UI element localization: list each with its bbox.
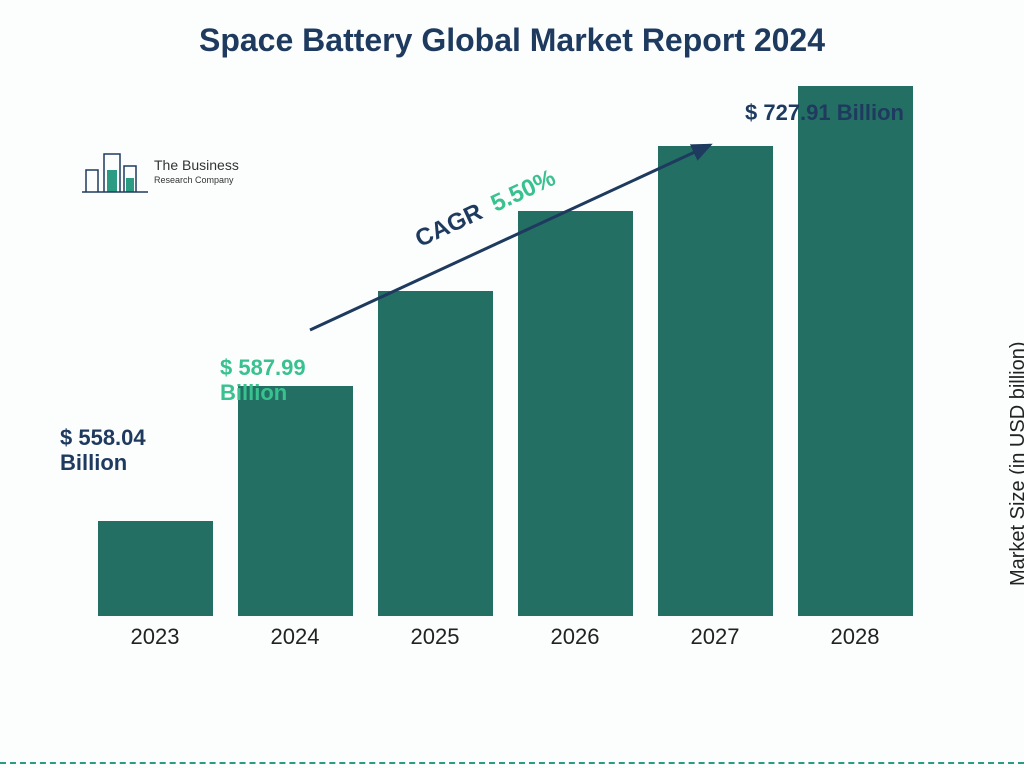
x-label-2028: 2028	[831, 624, 880, 650]
y-axis-label: Market Size (in USD billion)	[1008, 342, 1024, 587]
data-label-2028-line1: $ 727.91 Billion	[745, 100, 904, 125]
bar-group-2027: 2027	[650, 146, 780, 650]
x-label-2027: 2027	[691, 624, 740, 650]
bar-2025	[378, 291, 493, 616]
bar-2023	[98, 521, 213, 616]
x-label-2025: 2025	[411, 624, 460, 650]
bar-2028	[798, 86, 913, 616]
x-label-2023: 2023	[131, 624, 180, 650]
data-label-2023-line2: Billion	[60, 450, 127, 475]
bar-group-2028: 2028	[790, 86, 920, 650]
bar-group-2026: 2026	[510, 211, 640, 650]
data-label-2024-line2: Billion	[220, 380, 287, 405]
bar-group-2025: 2025	[370, 291, 500, 650]
data-label-2028: $ 727.91 Billion	[745, 100, 904, 125]
data-label-2024: $ 587.99 Billion	[220, 355, 306, 406]
bar-group-2024: 2024	[230, 386, 360, 650]
data-label-2024-line1: $ 587.99	[220, 355, 306, 380]
bar-group-2023: 2023	[90, 521, 220, 650]
chart-title: Space Battery Global Market Report 2024	[0, 22, 1024, 59]
data-label-2023: $ 558.04 Billion	[60, 425, 146, 476]
bar-2024	[238, 386, 353, 616]
bottom-dashed-rule	[0, 762, 1024, 764]
bar-2026	[518, 211, 633, 616]
x-label-2024: 2024	[271, 624, 320, 650]
x-label-2026: 2026	[551, 624, 600, 650]
data-label-2023-line1: $ 558.04	[60, 425, 146, 450]
bar-2027	[658, 146, 773, 616]
